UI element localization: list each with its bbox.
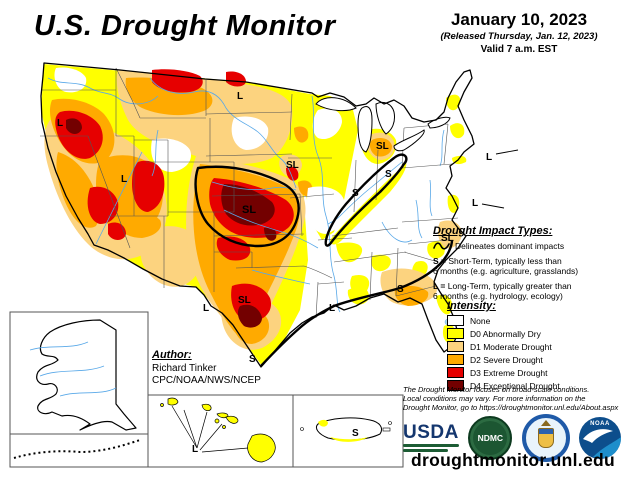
- impact-label-s: S: [385, 169, 392, 180]
- impact-label-s: S: [352, 188, 359, 199]
- conus-map: [40, 62, 519, 368]
- impact-label-s: S: [249, 354, 256, 365]
- intensity-legend: Intensity: None D0 Abnormally Dry D1 Mod…: [447, 300, 622, 393]
- noaa-gull-icon: [582, 429, 621, 459]
- legend-row-d0: D0 Abnormally Dry: [447, 328, 622, 339]
- legend-row-d3: D3 Extreme Drought: [447, 367, 622, 378]
- impact-label-l: L: [486, 152, 492, 163]
- puerto-rico-inset-map: [292, 394, 404, 468]
- page-title: U.S. Drought Monitor: [34, 10, 336, 42]
- impact-boundaries: [194, 153, 454, 367]
- intensity-heading: Intensity:: [447, 300, 496, 312]
- impact-label-l: L: [192, 444, 198, 455]
- alaska-inset-map: [9, 311, 149, 468]
- long-term-definition: L = Long-Term, typically greater than 6 …: [433, 281, 572, 301]
- author-org: CPC/NOAA/NWS/NCEP: [152, 375, 261, 386]
- impact-label-l: L: [472, 198, 478, 209]
- impact-label-sl: SL: [441, 233, 454, 244]
- ndmc-logo: NDMC: [468, 416, 513, 460]
- map-date: January 10, 2023: [450, 10, 588, 29]
- impact-label-sl: SL: [242, 204, 256, 216]
- impact-label-l: L: [57, 118, 63, 129]
- state-borders: [40, 67, 459, 319]
- d2-swatch: [447, 354, 464, 365]
- valid-time: Valid 7 a.m. EST: [480, 44, 558, 55]
- website-url[interactable]: droughtmonitor.unl.edu: [411, 450, 615, 470]
- short-term-definition: S = Short-Term, typically less than 6 mo…: [433, 256, 579, 276]
- legend-row-d1: D1 Moderate Drought: [447, 341, 622, 352]
- none-areas: [54, 67, 346, 234]
- legend-row-d4: D4 Exceptional Drought: [447, 380, 622, 391]
- logo-row: USDA NDMC NOAA: [403, 414, 621, 462]
- impact-label-l: L: [203, 303, 209, 314]
- author-heading: Author:: [152, 349, 192, 361]
- delineates-label: Delineates dominant impacts: [455, 240, 565, 251]
- impact-label-s: S: [397, 284, 404, 295]
- impact-label-l: L: [121, 174, 127, 185]
- us-outline: [40, 62, 475, 368]
- d1-swatch: [447, 341, 464, 352]
- impact-label-l: L: [237, 91, 243, 102]
- noaa-logo: NOAA: [578, 417, 621, 459]
- impact-label-l: L: [329, 303, 335, 314]
- hawaii-inset-map: [147, 394, 294, 468]
- delineation-squiggle-icon: [433, 242, 450, 250]
- d0-swatch: [447, 328, 464, 339]
- date-block: January 10, 2023 (Released Thursday, Jan…: [408, 10, 623, 55]
- impact-label-sl: SL: [286, 160, 299, 171]
- commerce-seal-logo: [521, 414, 570, 462]
- none-swatch: [447, 315, 464, 326]
- impact-label-sl: SL: [238, 295, 251, 306]
- release-date: (Released Thursday, Jan. 12, 2023): [440, 31, 598, 42]
- d3-swatch: [447, 367, 464, 378]
- d4-swatch: [447, 380, 464, 391]
- author-block: Author: Richard Tinker CPC/NOAA/NWS/NCEP: [152, 349, 272, 387]
- impact-types-heading: Drought Impact Types:: [433, 225, 553, 237]
- label-pointer-lines: [481, 149, 519, 209]
- usda-logo: USDA: [403, 423, 459, 452]
- legend-row-d2: D2 Severe Drought: [447, 354, 622, 365]
- impact-label-s: S: [352, 428, 359, 439]
- disclaimer-text: The Drought Monitor focuses on broad-sca…: [403, 385, 619, 412]
- legend-row-none: None: [447, 315, 622, 326]
- author-name: Richard Tinker: [152, 363, 217, 374]
- impact-types-legend: Drought Impact Types: Delineates dominan…: [433, 225, 621, 306]
- impact-label-sl: SL: [376, 141, 389, 152]
